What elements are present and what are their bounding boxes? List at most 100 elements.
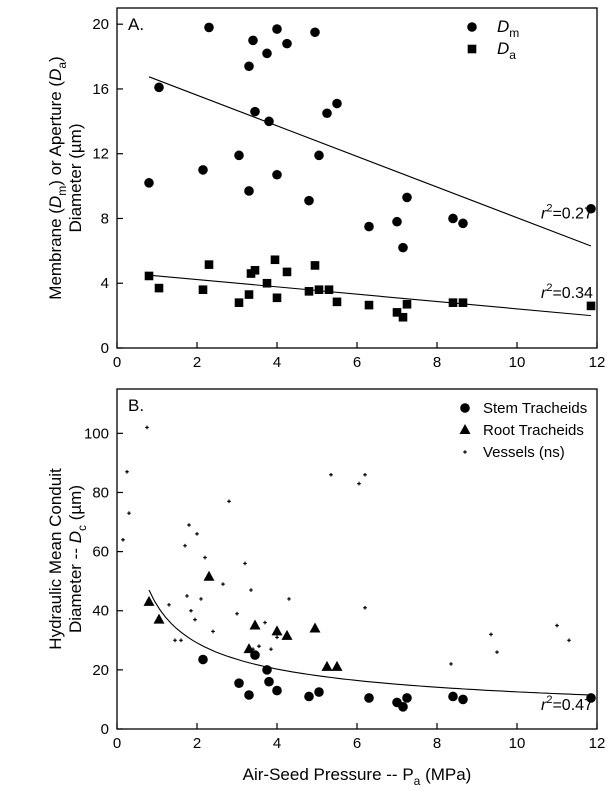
- data-point: [204, 260, 214, 269]
- data-point: [310, 27, 320, 38]
- data-point: [211, 629, 215, 634]
- legend-entry: Dm: [497, 17, 519, 40]
- y-tick-label: 16: [92, 81, 109, 98]
- x-tick-label: 2: [193, 354, 201, 371]
- data-point: [329, 472, 333, 477]
- data-point: [555, 623, 559, 628]
- legend-marker: [467, 22, 477, 32]
- data-point: [203, 555, 207, 560]
- plot-frame: [116, 7, 598, 349]
- y-tick-label: 80: [92, 484, 109, 501]
- y-axis-title-part: Diameter --: [66, 543, 85, 633]
- data-point: [304, 287, 314, 296]
- y-axis-title: Hydraulic Mean Conduit: [46, 468, 65, 650]
- y-axis-title-line2: Diameter (µm): [66, 124, 85, 233]
- data-point: [586, 693, 596, 703]
- data-point: [586, 203, 596, 214]
- x-tick-label: 8: [433, 735, 441, 752]
- legend-entry: Da: [497, 39, 516, 62]
- legend-subscript: a: [509, 48, 516, 62]
- panel-label: A.: [128, 15, 144, 34]
- data-point: [363, 472, 367, 477]
- data-point: [167, 603, 171, 607]
- data-point: [363, 605, 367, 610]
- data-point: [227, 499, 231, 504]
- data-point: [189, 608, 193, 613]
- data-point: [314, 150, 324, 161]
- data-point: [234, 150, 244, 161]
- data-point: [398, 312, 408, 322]
- x-tick-label: 6: [353, 354, 361, 371]
- data-point: [244, 290, 254, 299]
- data-point: [125, 469, 129, 474]
- legend-entry: Vessels (ns): [483, 444, 565, 461]
- r-symbol: r: [541, 697, 547, 714]
- r-value: =0.34: [552, 285, 593, 302]
- data-point: [332, 98, 342, 109]
- data-point: [282, 267, 292, 277]
- trend-curve: [148, 589, 592, 696]
- y-axis-title-part: D: [46, 69, 65, 81]
- data-point: [153, 613, 165, 624]
- data-point: [489, 632, 493, 637]
- y-axis-title-part: a: [55, 62, 69, 69]
- data-point: [364, 221, 374, 232]
- legend-entry: Root Tracheids: [483, 422, 584, 439]
- data-point: [269, 647, 273, 651]
- y-tick-label: 20: [92, 16, 109, 33]
- legend-marker: [459, 424, 471, 434]
- data-point: [402, 693, 412, 703]
- data-point: [121, 537, 125, 542]
- data-point: [364, 693, 374, 703]
- x-tick-label: 4: [273, 735, 281, 752]
- panel-b: 0 2 4 6 8 10 12 0 20 40 60 80 100 B. Hydraulic Mean Co…: [46, 388, 606, 752]
- series-square: [144, 255, 596, 322]
- data-point: [458, 694, 468, 705]
- data-point: [144, 271, 154, 281]
- y-axis-title-line2: Diameter -- Dc (µm): [66, 485, 89, 633]
- data-point: [235, 611, 239, 616]
- data-point: [204, 22, 214, 33]
- data-point: [392, 216, 402, 227]
- x-tick-label: 12: [589, 735, 606, 752]
- data-point: [310, 261, 320, 270]
- data-point: [244, 61, 254, 72]
- data-point: [203, 570, 215, 581]
- series-plus: [121, 425, 571, 666]
- data-point: [314, 285, 324, 295]
- data-point: [272, 24, 282, 34]
- y-axis-title-part: D: [46, 196, 65, 208]
- data-point: [198, 165, 208, 175]
- data-point: [272, 685, 282, 696]
- data-point: [198, 654, 208, 665]
- x-tick-label: 0: [113, 735, 121, 752]
- data-point: [250, 106, 260, 117]
- y-tick-label: 60: [92, 544, 109, 561]
- y-axis-title-part: ) or Aperture (: [46, 81, 65, 186]
- data-point: [402, 192, 412, 203]
- data-point: [244, 690, 254, 700]
- legend-marker: [463, 450, 467, 454]
- data-point: [257, 644, 261, 649]
- data-point: [364, 300, 374, 310]
- y-tick-label: 8: [101, 210, 109, 227]
- data-point: [281, 629, 293, 640]
- data-point: [144, 178, 154, 188]
- legend-marker: [460, 403, 470, 413]
- data-point: [262, 48, 272, 59]
- data-point: [251, 647, 255, 651]
- legend-subscript: m: [509, 26, 519, 40]
- data-point: [154, 283, 164, 293]
- data-point: [321, 660, 333, 671]
- series-circle: [198, 650, 596, 712]
- data-point: [199, 597, 203, 601]
- data-point: [458, 218, 468, 229]
- y-tick-label: 4: [101, 275, 109, 292]
- data-point: [173, 638, 177, 643]
- r-exponent: 2: [546, 202, 552, 214]
- data-point: [143, 595, 155, 606]
- data-point: [448, 691, 458, 702]
- data-point: [495, 650, 499, 654]
- data-point: [357, 481, 361, 486]
